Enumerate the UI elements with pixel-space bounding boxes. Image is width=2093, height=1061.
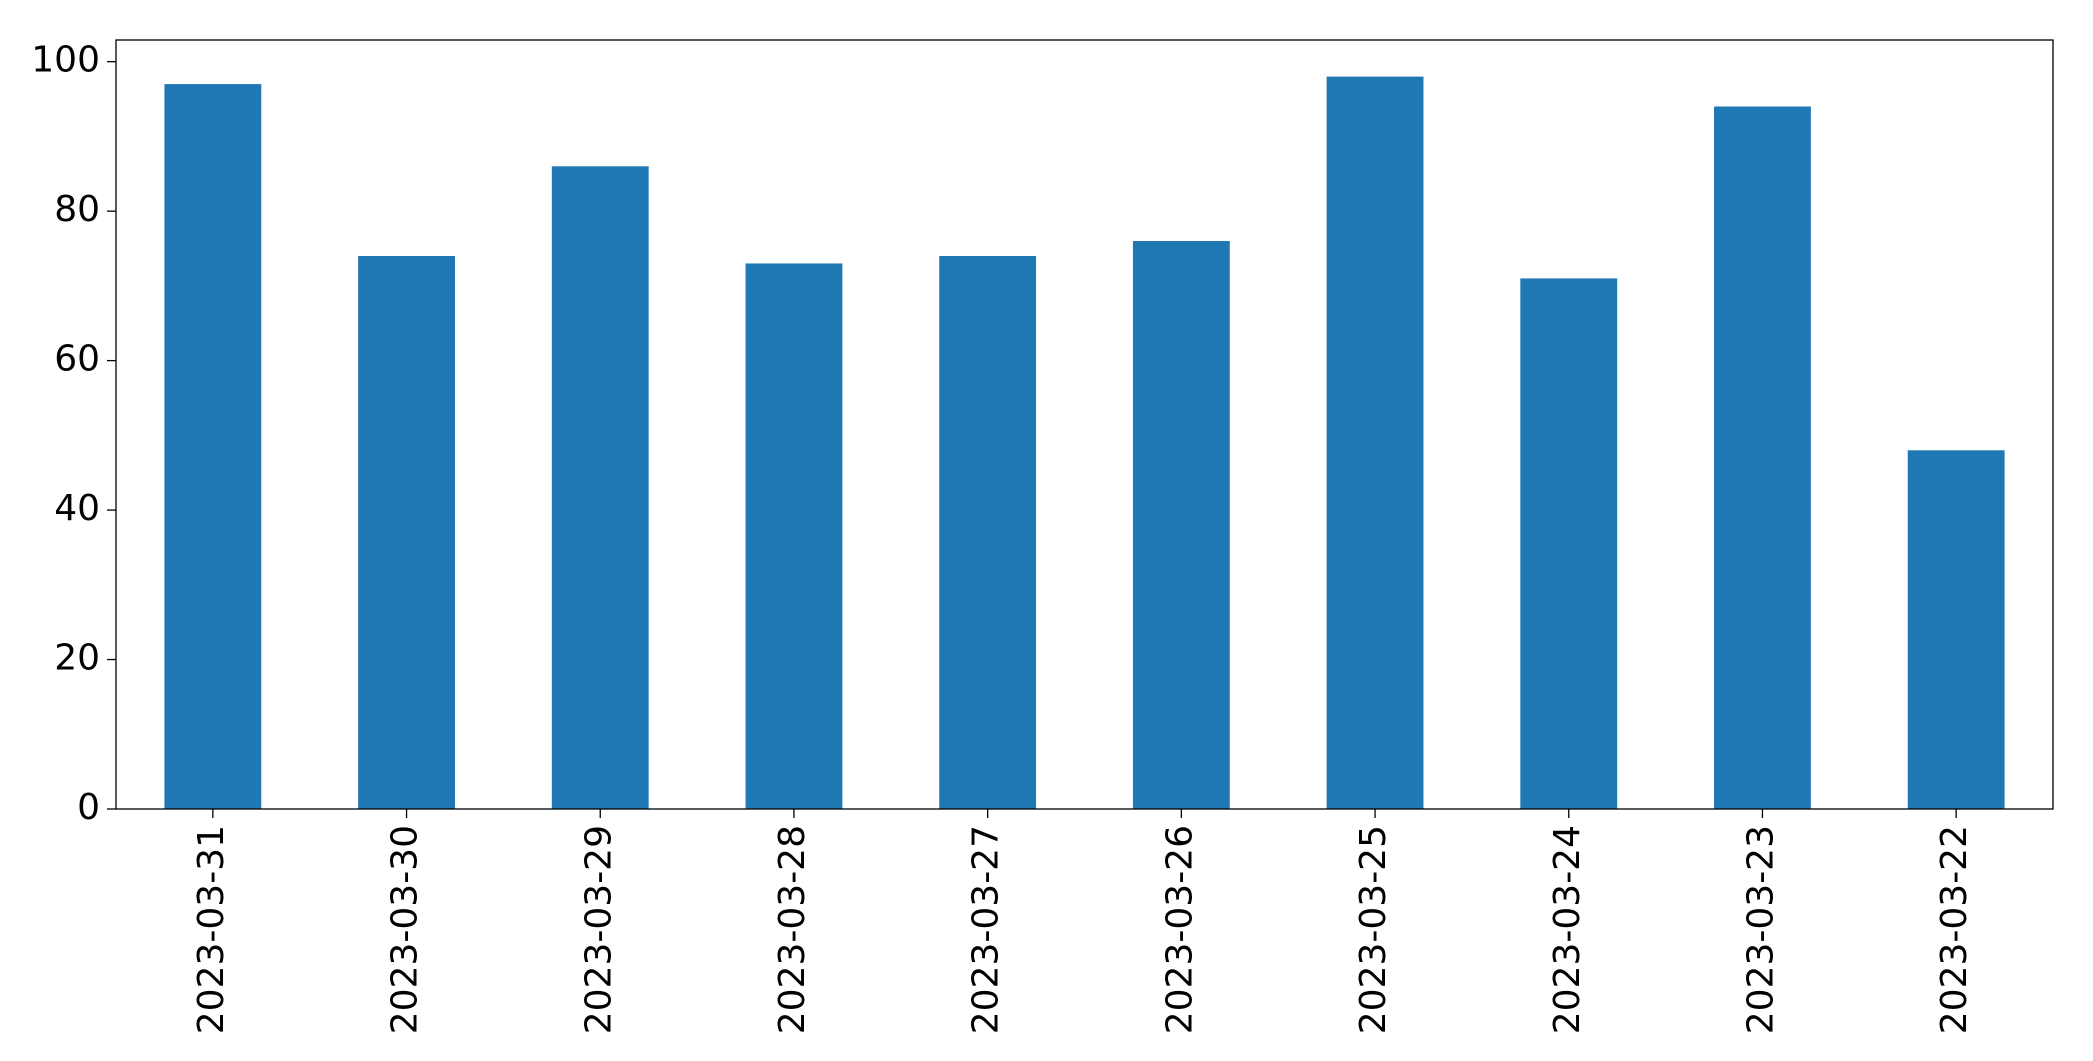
x-tick-label: 2023-03-26	[1159, 825, 1200, 1034]
x-tick-label: 2023-03-23	[1740, 825, 1781, 1034]
bar	[1907, 450, 2005, 809]
x-tick-label: 2023-03-24	[1547, 825, 1588, 1034]
y-tick-label: 40	[54, 488, 100, 529]
bar	[1520, 278, 1618, 809]
bar	[745, 263, 843, 809]
bar	[939, 255, 1037, 809]
y-tick-label: 80	[54, 189, 100, 230]
x-tick-label: 2023-03-28	[772, 825, 813, 1034]
bar	[1714, 106, 1811, 809]
bar	[164, 84, 262, 809]
x-tick-label: 2023-03-31	[191, 825, 232, 1034]
x-tick-label: 2023-03-27	[966, 825, 1007, 1034]
bar	[358, 255, 455, 809]
x-tick-label: 2023-03-30	[385, 825, 426, 1034]
x-tick-label: 2023-03-29	[578, 825, 619, 1034]
bar	[1326, 76, 1424, 810]
y-tick-label: 0	[77, 787, 100, 828]
bar	[551, 166, 649, 810]
y-tick-label: 100	[31, 40, 100, 81]
y-tick-label: 20	[54, 638, 100, 679]
bar	[1132, 241, 1230, 809]
x-tick-label: 2023-03-25	[1353, 825, 1394, 1034]
y-tick-label: 60	[54, 339, 100, 380]
plot-frame	[115, 39, 2054, 810]
x-tick-label: 2023-03-22	[1934, 825, 1975, 1034]
